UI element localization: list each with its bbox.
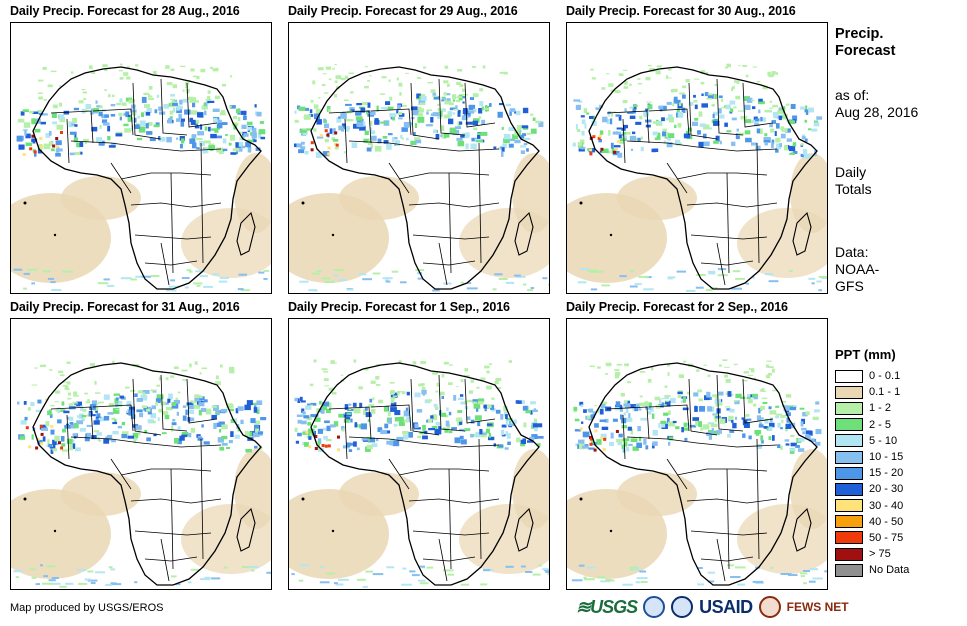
legend-item: 50 - 75 [835,530,909,546]
precip-map [10,318,272,590]
agency-logos: ≋USGS USAID FEWS NET [576,593,849,621]
panel-title: Daily Precip. Forecast for 2 Sep., 2016 [566,300,788,314]
legend-swatch [835,385,863,399]
legend-label: 10 - 15 [869,451,904,464]
forecast-panel-4: Daily Precip. Forecast for 31 Aug., 2016 [10,300,272,590]
totals-line: Daily [835,164,867,180]
as-of-label: as of: [835,87,870,103]
legend-item: 10 - 15 [835,449,909,465]
map-credit: Map produced by USGS/EROS [10,602,164,614]
legend-item: > 75 [835,546,909,562]
legend-item: 5 - 10 [835,433,909,449]
legend-swatch [835,482,863,496]
legend-label: 0 - 0.1 [869,370,901,383]
precip-map [10,22,272,294]
legend-swatch [835,499,863,513]
legend-label: 50 - 75 [869,531,904,544]
legend-label: 30 - 40 [869,499,904,512]
legend-item: 1 - 2 [835,400,909,416]
legend-label: 0.1 - 1 [869,386,901,399]
legend: PPT (mm) 0 - 0.1 0.1 - 1 1 - 2 2 - 5 5 - 10 1… [835,347,909,578]
legend-label: No Data [869,564,910,577]
panel-title: Daily Precip. Forecast for 1 Sep., 2016 [288,300,510,314]
legend-item: 2 - 5 [835,417,909,433]
forecast-panel-2: Daily Precip. Forecast for 29 Aug., 2016 [288,4,550,294]
usaid-seal-icon [671,596,694,618]
fews-globe-icon [758,596,781,618]
africa-map-svg [567,319,827,589]
panel-title: Daily Precip. Forecast for 31 Aug., 2016 [10,300,240,314]
totals-label: Daily Totals [835,164,872,198]
panel-title: Daily Precip. Forecast for 30 Aug., 2016 [566,4,796,18]
legend-swatch [835,515,863,529]
legend-rows: 0 - 0.1 0.1 - 1 1 - 2 2 - 5 5 - 10 10 - 15 15 … [835,368,909,578]
precip-map [288,22,550,294]
forecast-panel-6: Daily Precip. Forecast for 2 Sep., 2016 [566,300,828,590]
legend-item: 0 - 0.1 [835,368,909,384]
africa-map-svg [11,23,271,293]
legend-label: 1 - 2 [869,402,892,415]
legend-item: 15 - 20 [835,465,909,481]
legend-item: 0.1 - 1 [835,384,909,400]
as-of-date: as of: Aug 28, 2016 [835,87,918,121]
heading-line: Forecast [835,43,896,59]
legend-title: PPT (mm) [835,347,896,362]
legend-item: 20 - 30 [835,481,909,497]
legend-label: 15 - 20 [869,467,904,480]
africa-map-svg [289,319,549,589]
data-source-line: Data: [835,244,869,260]
legend-label: > 75 [869,548,891,561]
precip-map [288,318,550,590]
legend-item: 40 - 50 [835,514,909,530]
totals-line: Totals [835,181,872,197]
legend-swatch [835,369,863,383]
legend-swatch [835,434,863,448]
legend-label: 5 - 10 [869,434,898,447]
legend-item: No Data [835,562,909,578]
legend-swatch [835,531,863,545]
legend-swatch [835,450,863,464]
data-source: Data: NOAA- GFS [835,244,879,295]
legend-label: 2 - 5 [869,418,892,431]
legend-label: 40 - 50 [869,515,904,528]
as-of-value: Aug 28, 2016 [835,104,919,120]
forecast-heading: Precip. Forecast [835,26,895,60]
legend-label: 20 - 30 [869,483,904,496]
noaa-logo-icon [643,596,666,618]
africa-map-svg [11,319,271,589]
africa-map-svg [289,23,549,293]
forecast-panel-3: Daily Precip. Forecast for 30 Aug., 2016 [566,4,828,294]
legend-swatch [835,547,863,561]
legend-swatch [835,401,863,415]
africa-map-svg [567,23,827,293]
panel-title: Daily Precip. Forecast for 28 Aug., 2016 [10,4,240,18]
panel-title: Daily Precip. Forecast for 29 Aug., 2016 [288,4,518,18]
legend-swatch [835,563,863,577]
legend-swatch [835,466,863,480]
legend-swatch [835,418,863,432]
precip-map [566,318,828,590]
precip-map [566,22,828,294]
data-source-line: NOAA- [835,261,880,277]
usaid-logo: USAID [699,596,753,617]
forecast-panel-5: Daily Precip. Forecast for 1 Sep., 2016 [288,300,550,590]
heading-line: Precip. [835,26,884,42]
fews-net-logo: FEWS NET [786,600,849,614]
data-source-line: GFS [835,278,864,294]
usgs-logo: ≋USGS [576,596,638,617]
forecast-panel-1: Daily Precip. Forecast for 28 Aug., 2016 [10,4,272,294]
legend-item: 30 - 40 [835,498,909,514]
